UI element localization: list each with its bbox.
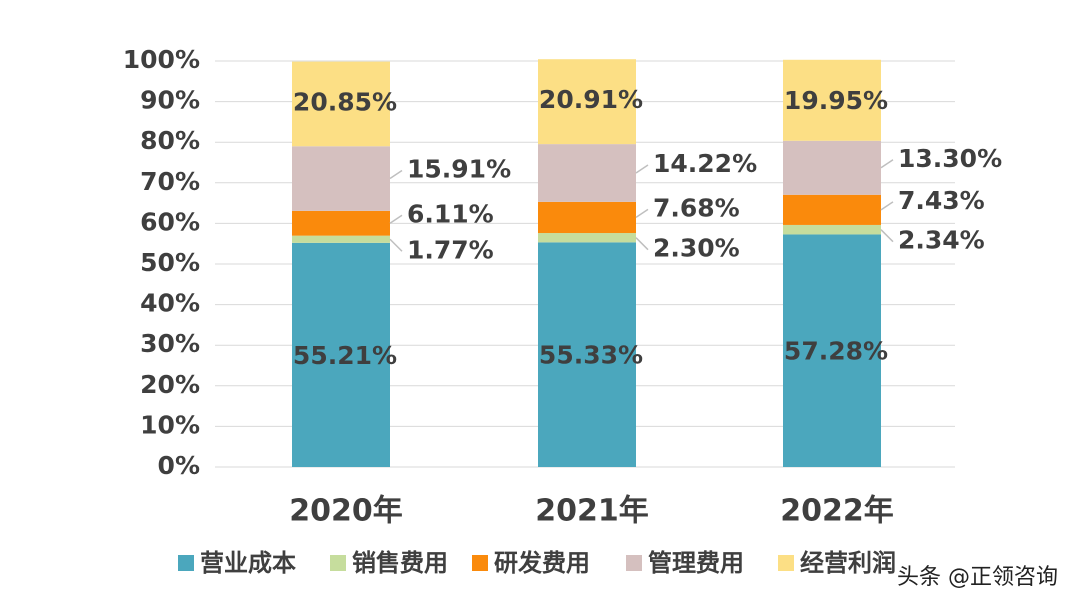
leader-line [389,214,403,224]
value-label: 13.30% [898,144,1002,173]
value-label: 20.91% [539,85,643,114]
value-label: 20.85% [293,88,397,117]
leader-line [880,159,894,169]
y-tick-label: 80% [140,126,200,155]
legend-label: 经营利润 [800,549,896,577]
value-label: 1.77% [407,235,494,264]
value-label: 55.21% [293,341,397,370]
y-tick-label: 40% [140,289,200,318]
value-label: 7.43% [898,186,985,215]
y-tick-label: 70% [140,167,200,196]
value-label: 7.68% [653,193,740,222]
legend-swatch [778,555,794,571]
value-label: 2.30% [653,234,740,263]
bar-segment [292,210,390,236]
value-label: 15.91% [407,155,511,184]
legend-swatch [330,555,346,571]
value-label: 55.33% [539,341,643,370]
leader-line [389,169,403,180]
value-label: 19.95% [784,86,888,115]
legend-label: 销售费用 [352,549,448,577]
leader-line [880,229,894,243]
bar-segment [783,224,881,235]
x-tick-label: 2020年 [289,494,403,529]
leader-line [635,164,649,174]
bar-segment [292,61,390,147]
y-tick-label: 90% [140,86,200,115]
bar-segment [538,242,636,467]
bar-segment [783,140,881,195]
bar-segment [538,201,636,234]
y-tick-label: 30% [140,329,200,358]
y-tick-label: 60% [140,207,200,236]
leader-line [880,201,894,211]
bar-segment [292,146,390,211]
legend-swatch [472,555,488,571]
bar-segment [292,242,390,467]
y-tick-label: 10% [140,410,200,439]
leader-line [389,238,403,252]
bar-segment [538,59,636,145]
value-label: 6.11% [407,199,494,228]
y-tick-label: 20% [140,370,200,399]
watermark: 头条 @正领咨询 [897,565,1058,590]
bar-segment [783,194,881,225]
legend-label: 营业成本 [200,549,296,577]
y-tick-label: 0% [158,451,200,480]
legend-label: 管理费用 [648,549,744,577]
legend-label: 研发费用 [494,549,590,577]
leader-line [635,208,649,219]
bar-segment [292,235,390,243]
legend-swatch [626,555,642,571]
bar-segment [538,233,636,243]
x-tick-label: 2022年 [780,494,894,529]
bar-segment [783,59,881,141]
y-tick-label: 100% [123,45,200,74]
y-tick-label: 50% [140,248,200,277]
bar-segment [783,234,881,467]
bar-segment [538,144,636,202]
leader-line [635,237,649,251]
value-label: 2.34% [898,226,985,255]
legend-swatch [178,555,194,571]
value-label: 14.22% [653,149,757,178]
x-tick-label: 2021年 [535,494,649,529]
value-label: 57.28% [784,337,888,366]
